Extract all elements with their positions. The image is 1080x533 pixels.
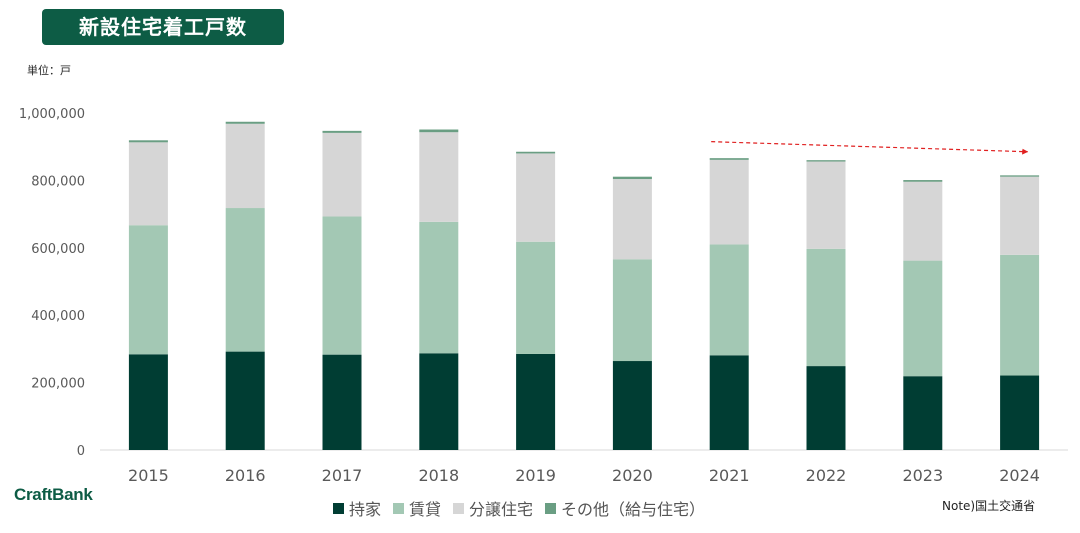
bar-segment — [806, 366, 846, 450]
bar-segment — [322, 354, 362, 450]
legend-label: 持家 — [349, 500, 382, 519]
bar-segment — [709, 244, 749, 356]
bar-segment — [903, 260, 943, 377]
legend-label: 賃貸 — [409, 500, 442, 519]
bar-segment — [806, 160, 846, 162]
bar-segment — [322, 130, 362, 133]
bar-segment — [1000, 176, 1040, 255]
bar-segment — [903, 180, 943, 182]
legend-swatch — [333, 502, 344, 514]
chart-legend: 持家 賃貸 分譲住宅 その他（給与住宅） — [333, 496, 717, 520]
bar-segment — [516, 151, 556, 154]
legend-swatch — [545, 502, 557, 514]
bar-segment — [709, 159, 749, 245]
trend-arrow — [711, 141, 1029, 155]
bar-segment — [806, 161, 846, 249]
legend-item-other: その他（給与住宅） — [545, 496, 705, 520]
x-tick-label: 2018 — [418, 466, 459, 485]
unit-label: 単位：戸 — [27, 64, 71, 77]
bar-segment — [322, 132, 362, 217]
bar-segment — [128, 225, 168, 355]
source-note: Note)国土交通省 — [942, 499, 1036, 513]
x-tick-label: 2022 — [806, 466, 847, 485]
chart-title: 新設住宅着工戸数 — [42, 9, 284, 45]
bar-segment — [903, 181, 943, 261]
bar-segment — [322, 216, 362, 355]
craftbank-logo: CraftBank — [14, 485, 93, 504]
legend-swatch — [393, 502, 405, 514]
bar-segment — [225, 208, 265, 352]
y-tick-label: 400,000 — [31, 309, 85, 324]
bar-segment — [1000, 175, 1040, 177]
bar-segment — [612, 176, 652, 180]
bar-segment — [709, 355, 749, 450]
y-tick-label: 600,000 — [31, 242, 85, 257]
bar-segment — [806, 248, 846, 367]
bar-segment — [225, 351, 265, 450]
bar-segment — [612, 179, 652, 260]
x-tick-label: 2015 — [128, 466, 169, 485]
bar-segment — [128, 142, 168, 226]
x-tick-label: 2016 — [225, 466, 266, 485]
y-tick-label: 0 — [77, 444, 85, 459]
legend-label: 分譲住宅 — [469, 500, 534, 519]
y-tick-label: 200,000 — [31, 377, 85, 392]
x-tick-label: 2024 — [999, 466, 1040, 485]
bar-segment — [612, 259, 652, 362]
bar-segment — [516, 353, 556, 450]
bar-segment — [128, 354, 168, 450]
y-tick-label: 1,000,000 — [19, 107, 85, 122]
legend-item-owner-occupied: 持家 — [333, 496, 381, 520]
bar-segment — [225, 121, 265, 124]
x-tick-label: 2019 — [515, 466, 556, 485]
bar-segment — [419, 132, 459, 222]
x-tick-label: 2021 — [709, 466, 750, 485]
bar-segment — [1000, 375, 1040, 450]
x-tick-label: 2023 — [902, 466, 943, 485]
y-tick-label: 800,000 — [31, 174, 85, 189]
bar-segment — [516, 153, 556, 242]
x-tick-label: 2017 — [322, 466, 363, 485]
bar-segment — [516, 241, 556, 354]
legend-item-rental: 賃貸 — [393, 496, 441, 520]
bar-segment — [903, 376, 943, 450]
legend-label: その他（給与住宅） — [561, 500, 706, 519]
bar-segment — [128, 140, 168, 143]
legend-item-for-sale: 分譲住宅 — [453, 496, 533, 520]
bar-segment — [419, 129, 459, 133]
bar-segment — [419, 221, 459, 354]
bar-segment — [1000, 254, 1040, 376]
bar-segment — [225, 123, 265, 209]
bar-segment — [419, 353, 459, 450]
bar-segment — [709, 158, 749, 160]
legend-swatch — [453, 502, 465, 514]
x-tick-label: 2020 — [612, 466, 653, 485]
bar-segment — [612, 361, 652, 450]
